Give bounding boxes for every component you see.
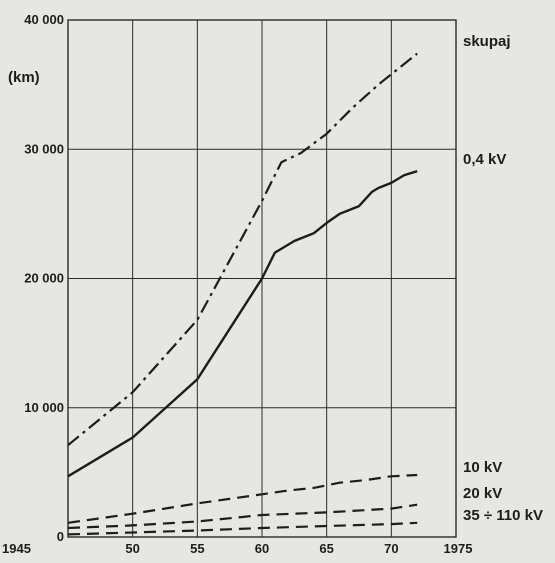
grid: [67, 19, 457, 538]
series-label: 10 kV: [463, 459, 502, 476]
x-tick-label: 65: [319, 541, 333, 556]
series-label: 20 kV: [463, 485, 502, 502]
series-line: [67, 52, 418, 447]
y-tick-label: 20 000: [24, 271, 64, 286]
series-labels: skupaj 0,4 kV 10 kV 20 kV 35 ÷ 110 kV: [463, 33, 543, 524]
x-tick-label: 50: [125, 541, 139, 556]
series-line: [67, 503, 418, 530]
series-line: [67, 473, 418, 524]
y-tick-label: 0: [57, 529, 64, 544]
x-tick-label: 55: [190, 541, 204, 556]
series-label: 35 ÷ 110 kV: [463, 507, 543, 524]
series-label: 0,4 kV: [463, 151, 506, 168]
series-lines: [67, 52, 418, 536]
unit-label: (km): [8, 69, 40, 86]
x-tick-label: 1975: [444, 541, 473, 556]
series-line: [67, 170, 418, 478]
series-line: [67, 521, 418, 536]
plot-frame: [67, 19, 457, 538]
y-tick-label: 30 000: [24, 141, 64, 156]
y-tick-label: 40 000: [24, 12, 64, 27]
y-tick-label: 10 000: [24, 400, 64, 415]
x-tick-label: 1945: [2, 541, 31, 556]
x-tick-label: 70: [384, 541, 398, 556]
y-axis-ticks: 0 10 000 20 000 30 000 40 000: [24, 12, 64, 544]
x-tick-label: 60: [255, 541, 269, 556]
x-axis-ticks: 1945 50 55 60 65 70 1975: [2, 541, 472, 556]
series-label: skupaj: [463, 33, 511, 50]
